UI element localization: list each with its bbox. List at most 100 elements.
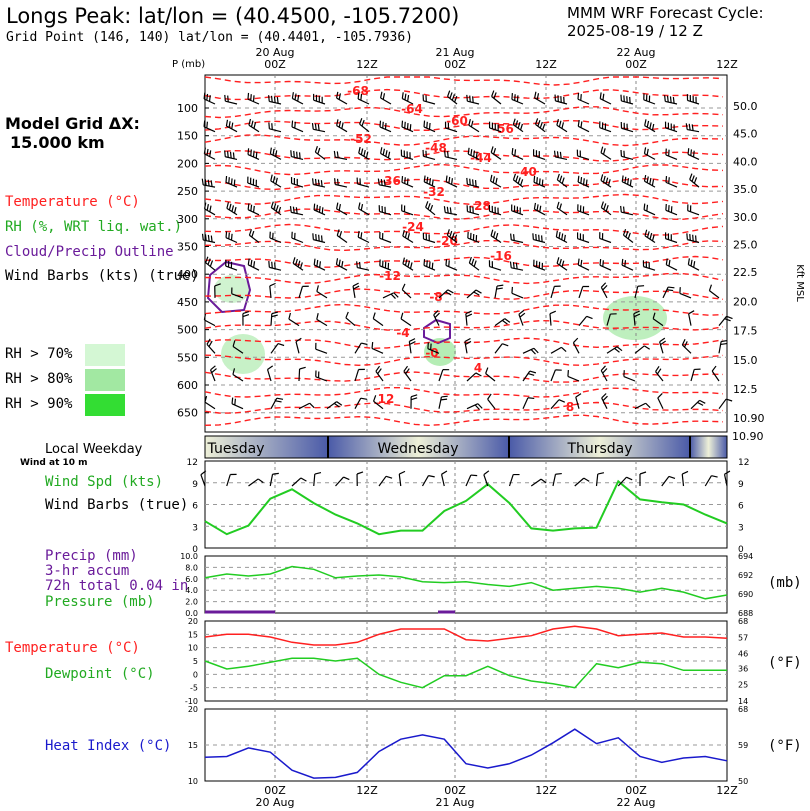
pressure-tick-label: 450 [177,296,198,309]
barb-feather [207,179,210,187]
barb-feather [649,122,652,129]
barb-feather [252,150,255,158]
cross-section-wind-barb [643,147,656,160]
cross-section-wind-barb [379,231,392,244]
wind-speed-label: Wind Spd (kts) [45,474,164,490]
barb-feather [228,203,232,211]
barb-feather [334,178,336,185]
barb-feather [586,315,593,320]
surface-wind-barb [313,471,322,487]
cross-section-wind-barb [681,339,692,354]
barb-feather [317,147,321,155]
barb-feather [379,147,383,154]
barb-staff [704,475,712,487]
cross-section-wind-barb [550,285,561,299]
barb-feather [485,367,489,374]
barb-feather [504,318,511,323]
barb-feather [660,340,667,346]
isotherm-label: -52 [350,132,372,146]
barb-feather [664,95,666,102]
barb-feather [649,177,652,185]
cross-section-wind-barb [511,286,524,299]
barb-feather [666,289,674,292]
cross-section-wind-barb [422,149,436,160]
heat-index-line [204,728,728,779]
barb-feather [253,122,257,129]
wind-tick-label: 6 [192,502,198,512]
barb-feather [530,349,536,355]
cross-section-wind-barb [711,365,720,382]
barb-feather [252,205,255,213]
barb-feather [448,176,451,184]
cross-section-wind-barb [224,150,238,160]
barb-staff [269,237,282,244]
precip-accum-label: 3-hr accum [45,563,130,579]
cross-section-wind-barb [511,148,524,160]
cross-section-wind-barb [533,259,546,271]
cross-section-wind-barb [620,94,634,105]
barb-feather [697,401,704,406]
barb-feather [393,292,399,298]
barb-feather [250,120,254,127]
barb-feather [475,289,482,294]
temperature-tick-label: 10 [188,644,198,653]
barb-staff [466,289,477,299]
cross-section-wind-barb [408,338,416,354]
weekday-sublabel: Wind at 10 m [20,458,88,468]
barb-staff [489,210,502,216]
barb-staff [315,348,328,354]
cross-section-wind-barb [422,232,436,244]
cross-section-wind-barb [268,122,282,133]
barb-feather [271,261,273,269]
barb-feather [204,234,207,241]
barb-feather [649,232,653,240]
barb-feather [515,175,519,182]
cross-section-wind-barb [550,369,562,382]
barb-feather [358,261,361,269]
barb-staff [291,126,304,133]
barb-feather [247,203,250,210]
surface-wind-barb [226,473,237,487]
barb-feather [252,95,255,102]
barb-feather [555,472,562,475]
cross-section-wind-barb [447,90,458,105]
surface-wind-barb [465,474,478,487]
cross-section-wind-barb [298,402,315,410]
cross-section-wind-barb [336,119,348,133]
surface-wind-barb [552,472,562,487]
barb-feather [621,258,624,266]
barb-feather [602,395,608,402]
barb-feather [519,123,524,131]
top-time-label: 00Z [625,58,647,71]
isotherm-label: 8 [566,400,574,414]
barb-staff [578,286,584,299]
wind-tick-label: 3 [192,523,198,533]
isotherm-line [204,223,724,236]
wind-tick-label: 0 [192,545,198,555]
cross-section-wind-barb [231,287,244,299]
isotherm-line [204,371,724,383]
cross-section-wind-barb [466,403,483,411]
barb-feather [447,90,451,97]
barb-staff [438,396,442,409]
isotherm-line [204,163,724,176]
barb-feather [373,395,377,402]
barb-feather [336,401,343,406]
barb-feather [602,368,608,374]
barb-staff [723,474,728,487]
barb-feather [454,234,458,241]
barb-feather [447,289,454,294]
barb-feather [353,285,360,290]
surface-wind-barb [421,475,435,487]
barb-staff [270,313,273,326]
barb-feather [377,178,380,185]
barb-feather [561,177,565,184]
height-tick-label: 17.5 [733,325,758,338]
cross-section-wind-barb [485,367,496,382]
heat-index-fahrenheit-label: 59 [738,741,748,750]
barb-staff [718,341,722,354]
cross-section-wind-barb [290,177,304,188]
barb-staff [291,477,302,487]
barb-staff [336,235,348,243]
barb-feather [666,95,669,103]
